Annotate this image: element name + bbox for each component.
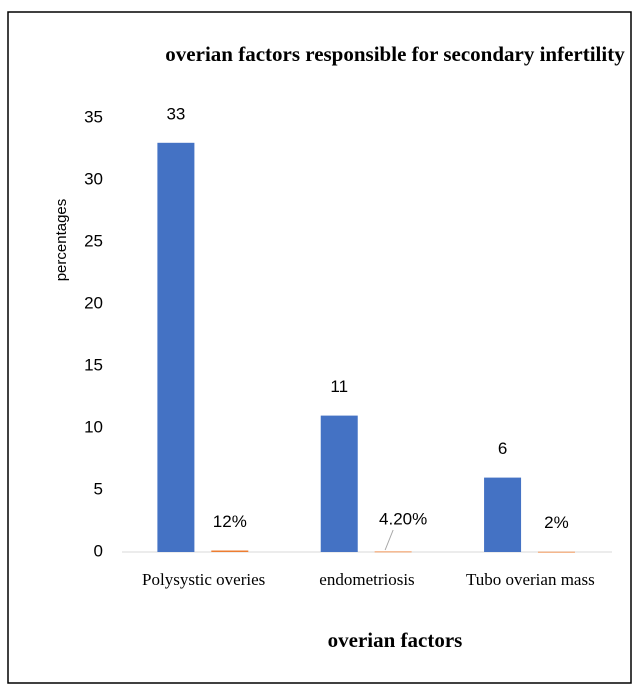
bar [157, 142, 195, 553]
bar [320, 415, 358, 552]
data-label: 11 [330, 377, 348, 396]
data-label: 4.20% [379, 509, 427, 528]
chart-title: overian factors responsible for secondar… [165, 42, 625, 66]
y-axis-title: percentages [53, 199, 70, 282]
y-tick-label: 5 [94, 479, 103, 498]
leader-line [384, 529, 394, 551]
y-tick-label: 25 [84, 231, 103, 250]
data-label: 2% [544, 513, 569, 532]
data-label: 12% [213, 512, 247, 531]
x-tick-label: endometriosis [319, 570, 415, 589]
x-tick-label: Polysystic overies [142, 570, 266, 589]
bar [211, 550, 249, 552]
bar [374, 551, 412, 553]
y-tick-label: 0 [94, 541, 103, 560]
x-axis-title: overian factors [327, 628, 463, 652]
bar [537, 551, 575, 553]
x-tick-label: Tubo overian mass [465, 570, 595, 589]
y-tick-label: 15 [84, 355, 103, 374]
data-label: 33 [166, 104, 185, 123]
y-tick-label: 30 [84, 169, 103, 188]
data-label: 6 [498, 439, 507, 458]
bar [484, 477, 522, 552]
y-tick-label: 10 [84, 417, 103, 436]
y-tick-label: 20 [84, 293, 103, 312]
frame [7, 11, 632, 684]
y-tick-label: 35 [84, 107, 103, 126]
